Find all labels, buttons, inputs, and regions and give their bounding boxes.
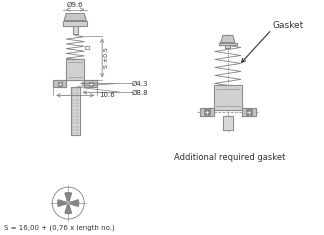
Polygon shape	[200, 108, 214, 116]
Polygon shape	[214, 85, 242, 110]
Polygon shape	[65, 193, 72, 203]
Polygon shape	[64, 14, 86, 20]
Polygon shape	[242, 108, 256, 116]
Polygon shape	[223, 116, 233, 130]
Text: Ø9.6: Ø9.6	[67, 2, 84, 8]
Polygon shape	[71, 87, 80, 135]
Text: Additional required gasket: Additional required gasket	[174, 153, 285, 162]
Polygon shape	[221, 35, 235, 43]
Text: Gasket: Gasket	[273, 21, 304, 30]
Bar	[89, 82, 93, 86]
Polygon shape	[225, 46, 230, 48]
Bar	[246, 109, 252, 115]
Text: Ø4.3: Ø4.3	[132, 80, 149, 86]
Circle shape	[66, 201, 71, 206]
Polygon shape	[84, 80, 97, 87]
Polygon shape	[219, 43, 237, 46]
Polygon shape	[58, 200, 68, 206]
Bar	[204, 109, 210, 115]
Text: S ±0.5: S ±0.5	[104, 47, 109, 68]
Polygon shape	[65, 203, 72, 213]
Bar	[85, 46, 89, 50]
Text: S = 16,00 + (0,76 x length no.): S = 16,00 + (0,76 x length no.)	[5, 225, 115, 231]
Polygon shape	[53, 80, 66, 87]
Polygon shape	[73, 26, 78, 34]
Bar	[58, 82, 62, 86]
Text: 10.6: 10.6	[99, 92, 115, 98]
Polygon shape	[66, 59, 84, 80]
Text: Ø8.8: Ø8.8	[132, 89, 149, 95]
Polygon shape	[63, 20, 87, 26]
Polygon shape	[68, 200, 79, 206]
